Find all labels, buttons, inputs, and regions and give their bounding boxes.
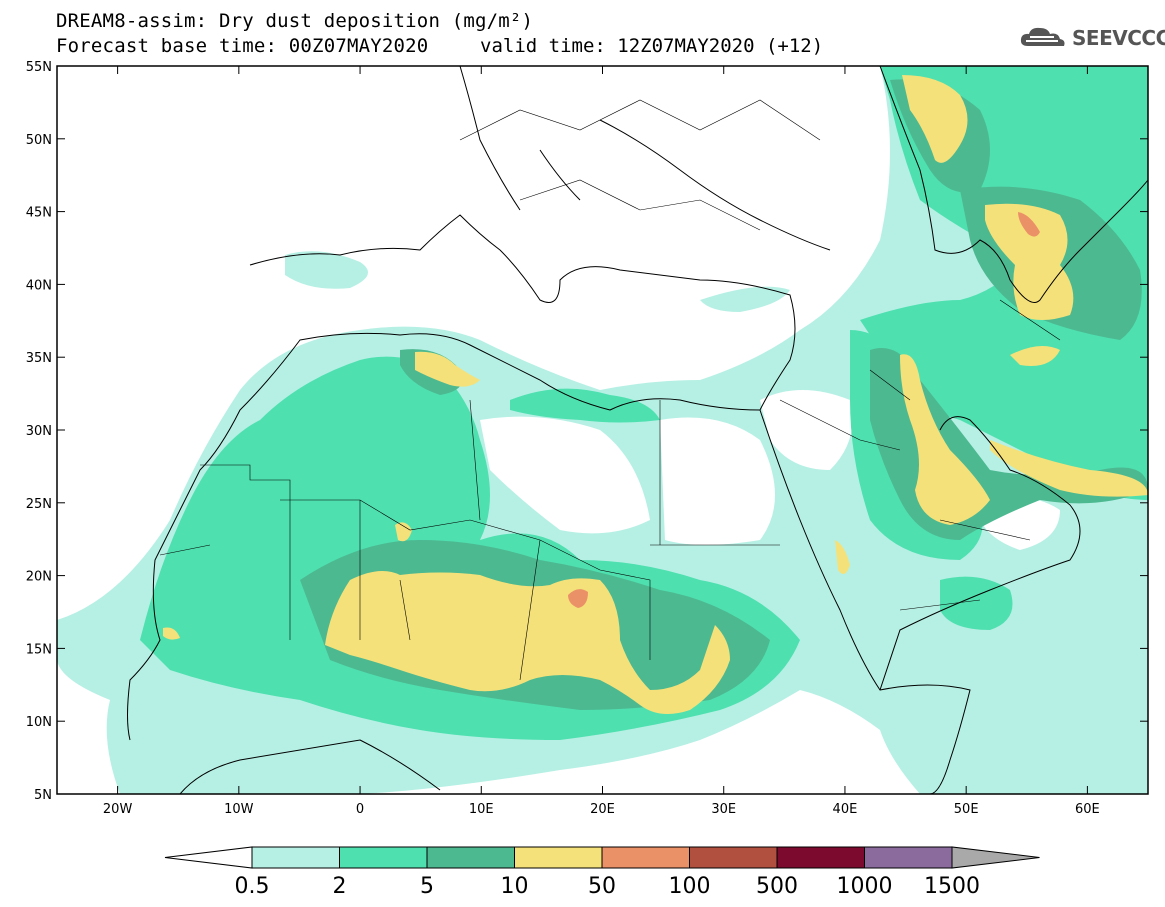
legend-label: 1000: [837, 874, 893, 899]
lat-label: 30N: [26, 424, 52, 439]
lat-label: 15N: [26, 642, 52, 657]
lat-label: 20N: [26, 570, 52, 585]
legend-label: 50: [588, 874, 616, 899]
colorbar-legend: 0.5 2 5 10 50 100 500 1000 1500: [164, 846, 1040, 899]
forecast-base-time: Forecast base time: 00Z07MAY2020: [56, 35, 429, 57]
borders: [159, 99, 1061, 681]
lon-label: 30E: [711, 802, 736, 817]
legend-swatch: [251, 846, 340, 869]
legend-label: 500: [756, 874, 798, 899]
legend-swatch: [339, 846, 428, 869]
lon-label: 20E: [590, 802, 615, 817]
dust-free-areas: [480, 390, 1060, 550]
legend-label: 2: [333, 874, 347, 899]
legend-swatch: [689, 846, 778, 869]
legend-lower-arrow: [164, 846, 253, 869]
dust-level-10: [163, 75, 1148, 714]
legend-label: 100: [669, 874, 711, 899]
lat-label: 5N: [34, 788, 52, 803]
legend-swatch: [776, 846, 865, 869]
legend-swatch: [864, 846, 953, 869]
logo-text: SEEVCCC: [1072, 26, 1165, 50]
cloud-icon: [1020, 27, 1065, 46]
lat-label: 50N: [26, 133, 52, 148]
dust-level-50: [568, 212, 1040, 608]
legend-swatch: [426, 846, 515, 869]
lon-label: 60E: [1075, 802, 1100, 817]
legend-label: 10: [501, 874, 529, 899]
lon-label: 50E: [954, 802, 979, 817]
legend-label: 0.5: [235, 874, 270, 899]
lat-label: 40N: [26, 278, 52, 293]
lat-label: 55N: [26, 60, 52, 75]
lat-label: 10N: [26, 715, 52, 730]
coastlines: [127, 66, 1148, 794]
lat-label: 25N: [26, 497, 52, 512]
lat-label: 45N: [26, 206, 52, 221]
lon-label: 10E: [469, 802, 494, 817]
lon-label: 20W: [103, 802, 133, 817]
legend-label: 5: [420, 874, 434, 899]
map-title: DREAM8-assim: Dry dust deposition (mg/m²…: [56, 10, 534, 32]
lon-label: 0: [356, 802, 364, 817]
seevccc-logo: SEEVCCC: [1018, 26, 1165, 50]
valid-time: valid time: 12Z07MAY2020 (+12): [480, 35, 824, 57]
lon-label: 10W: [224, 802, 254, 817]
legend-swatch: [514, 846, 603, 869]
legend-swatch: [601, 846, 690, 869]
legend-upper-arrow: [951, 846, 1040, 869]
legend-label: 1500: [924, 874, 980, 899]
lat-label: 35N: [26, 351, 52, 366]
latitude-axis: 55N 50N 45N 40N 35N 30N 25N 20N 15N 10N 5N: [26, 60, 1148, 803]
dust-field: [57, 66, 1148, 794]
lon-label: 40E: [833, 802, 858, 817]
longitude-axis: 20W 10W 0 10E 20E 30E 40E 50E 60E: [103, 66, 1100, 817]
